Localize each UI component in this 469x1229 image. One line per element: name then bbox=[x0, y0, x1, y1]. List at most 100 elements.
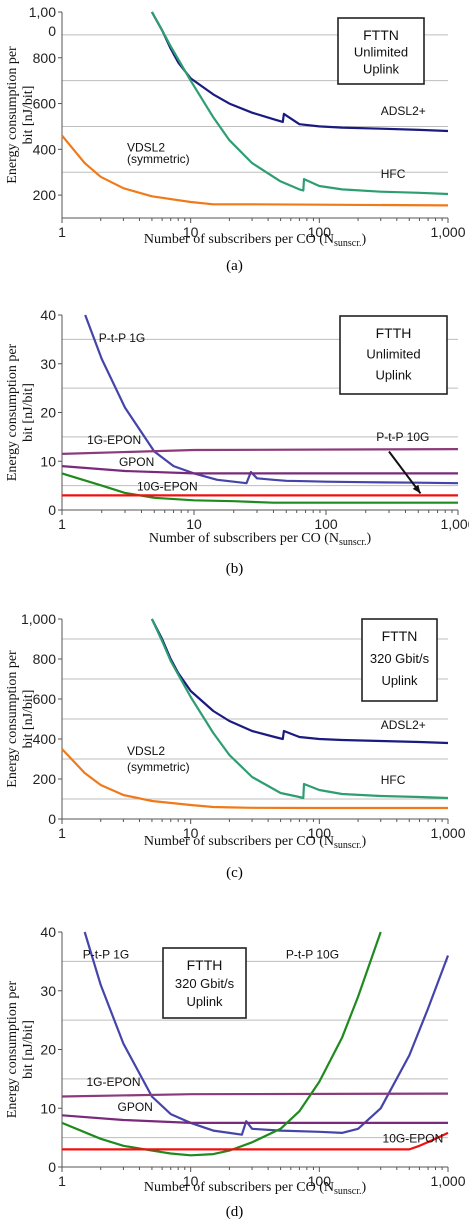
y-axis-label-d-2: bit [nJ/bit] bbox=[21, 1020, 36, 1079]
x-tick-label-b-0: 1 bbox=[58, 516, 66, 532]
series-label-b-2: GPON bbox=[119, 455, 154, 469]
series-label-a-3: (symmetric) bbox=[127, 152, 190, 166]
series-label-c-3: (symmetric) bbox=[127, 760, 190, 774]
series-line-b-1 bbox=[61, 448, 459, 455]
x-axis-label-d: Number of subscribers per CO (Nsunscr.) bbox=[144, 1180, 367, 1197]
y-tick-label-c-4: 800 bbox=[33, 651, 57, 667]
x-tick-label-d-0: 1 bbox=[58, 1173, 66, 1189]
x-tick-label-c-2: 100 bbox=[308, 825, 332, 841]
series-label-a-2: VDSL2 bbox=[127, 141, 165, 155]
series-line-d-2 bbox=[61, 1114, 448, 1124]
y-axis-label-c-2: bit [nJ/bit] bbox=[21, 690, 36, 749]
series-line-d-1 bbox=[61, 1092, 449, 1098]
x-axis-label-c: Number of subscribers per CO (Nsunscr.) bbox=[144, 834, 367, 851]
y-tick-label-b-2: 20 bbox=[40, 405, 56, 421]
legend-line-c-0: FTTN bbox=[382, 628, 418, 644]
x-tick-label-c-1: 10 bbox=[183, 825, 199, 841]
series-line-a-1 bbox=[150, 11, 449, 196]
chart-c: 0 200 400 600 800 1,000 1 10 100 1,000 ADSL2+ HFC VD… bbox=[5, 611, 466, 851]
legend-box-a bbox=[337, 17, 425, 85]
x-tick-label-c-0: 1 bbox=[58, 825, 66, 841]
x-tick-label-d-1: 10 bbox=[183, 1173, 199, 1189]
arrow-head-b bbox=[412, 484, 421, 494]
x-tick-label-a-1: 10 bbox=[183, 224, 199, 240]
x-tick-label-d-3: 1,000 bbox=[430, 1173, 465, 1189]
y-tick-label-d-4: 40 bbox=[40, 924, 56, 940]
y-tick-label-a-4: 1,00 bbox=[29, 4, 56, 20]
series-label-b-0: P-t-P 1G bbox=[99, 331, 145, 345]
x-tick-label-a-3: 1,000 bbox=[430, 224, 465, 240]
y-tick-label-a-2: 600 bbox=[33, 96, 57, 112]
legend-line-d-1: 320 Gbit/s bbox=[175, 976, 235, 991]
legend-line-c-2: Uplink bbox=[381, 673, 418, 688]
series-label-c-1: HFC bbox=[381, 773, 406, 787]
y-tick-label-c-1: 200 bbox=[33, 771, 57, 787]
y-axis-label-c-1: Energy consumption per bbox=[5, 650, 20, 788]
series-label-a-0: ADSL2+ bbox=[381, 104, 426, 118]
x-axis-label-a: Number of subscribers per CO (Nsunscr.) bbox=[144, 232, 367, 249]
y-axis-label-d-1: Energy consumption per bbox=[5, 980, 20, 1118]
series-label-d-3: GPON bbox=[118, 1100, 153, 1114]
series-label-a-1: HFC bbox=[381, 167, 406, 181]
legend-box-b bbox=[339, 315, 448, 395]
series-label-b-4: P-t-P 10G bbox=[376, 430, 429, 444]
y-tick-label-d-0: 0 bbox=[48, 1159, 56, 1175]
series-line-c-2 bbox=[61, 748, 448, 810]
x-tick-label-d-2: 100 bbox=[308, 1173, 332, 1189]
series-line-b-0 bbox=[84, 314, 459, 485]
chart-panel-a: 200 400 600 800 1,00 0 1 10 100 1,000 ADSL2+ HFC VDS… bbox=[0, 0, 469, 285]
chart-b: 0 10 20 30 40 1 10 100 1,000 P-t-P 1G 1G-EPON GPON 1… bbox=[5, 307, 469, 548]
series-line-b-3 bbox=[61, 472, 458, 504]
series-line-d-4 bbox=[62, 1131, 449, 1151]
legend-line-d-0: FTTH bbox=[187, 957, 223, 973]
y-tick-label-d-1: 10 bbox=[40, 1100, 56, 1116]
chart-panel-b: 0 10 20 30 40 1 10 100 1,000 P-t-P 1G 1G-EPON GPON 1… bbox=[0, 303, 469, 588]
y-tick-label-a-5: 0 bbox=[48, 23, 56, 39]
series-label-c-2: VDSL2 bbox=[127, 744, 165, 758]
legend-line-a-1: Unlimited bbox=[354, 45, 408, 60]
y-tick-label-c-2: 400 bbox=[33, 731, 57, 747]
y-tick-label-c-0: 0 bbox=[48, 811, 56, 827]
caption-b: (b) bbox=[225, 561, 244, 577]
arrow-line-b bbox=[388, 450, 422, 495]
y-axis-label-a-2: bit [nJ/bit] bbox=[21, 86, 36, 145]
series-line-c-1 bbox=[150, 618, 449, 800]
y-tick-label-b-4: 40 bbox=[40, 307, 56, 323]
series-label-b-1: 1G-EPON bbox=[87, 433, 141, 447]
series-line-a-2 bbox=[61, 134, 449, 207]
y-tick-label-d-3: 30 bbox=[40, 983, 56, 999]
chart-d: 0 10 20 30 40 1 10 100 1,000 P-t-P 1G P-t-P 10G 1G-… bbox=[5, 924, 466, 1197]
legend-line-a-0: FTTN bbox=[363, 27, 399, 43]
series-line-a-0 bbox=[150, 11, 449, 133]
y-tick-label-a-3: 800 bbox=[33, 50, 57, 66]
x-tick-label-b-3: 1,000 bbox=[440, 516, 469, 532]
legend-box-d bbox=[162, 947, 247, 1019]
legend-line-b-2: Uplink bbox=[375, 367, 412, 382]
y-tick-label-a-0: 200 bbox=[33, 187, 57, 203]
y-tick-label-a-1: 400 bbox=[33, 141, 57, 157]
x-tick-label-a-2: 100 bbox=[308, 224, 332, 240]
series-label-b-3: 10G-EPON bbox=[137, 480, 198, 494]
y-tick-label-b-0: 0 bbox=[48, 502, 56, 518]
y-axis-label-b-1: Energy consumption per bbox=[5, 343, 20, 481]
series-label-d-1: P-t-P 10G bbox=[286, 947, 339, 961]
series-label-d-0: P-t-P 1G bbox=[83, 947, 129, 961]
x-tick-label-a-0: 1 bbox=[58, 224, 66, 240]
legend-line-c-1: 320 Gbit/s bbox=[370, 651, 430, 666]
caption-d: (d) bbox=[225, 1204, 244, 1220]
y-tick-label-c-5: 1,000 bbox=[21, 611, 56, 627]
caption-a: (a) bbox=[226, 258, 243, 274]
legend-line-d-2: Uplink bbox=[186, 994, 223, 1009]
series-line-d-3 bbox=[61, 931, 382, 1157]
series-label-d-2: 1G-EPON bbox=[86, 1075, 140, 1089]
legend-line-b-0: FTTH bbox=[376, 325, 412, 341]
series-line-d-0 bbox=[83, 931, 450, 1136]
y-axis-label-a-1: Energy consumption per bbox=[5, 46, 20, 184]
x-tick-label-b-1: 10 bbox=[186, 516, 202, 532]
y-axis-label-b-2: bit [nJ/bit] bbox=[21, 383, 36, 442]
legend-box-c bbox=[361, 618, 438, 702]
x-tick-label-b-2: 100 bbox=[314, 516, 338, 532]
legend-line-a-2: Uplink bbox=[363, 61, 400, 76]
series-label-d-4: 10G-EPON bbox=[383, 1131, 444, 1145]
